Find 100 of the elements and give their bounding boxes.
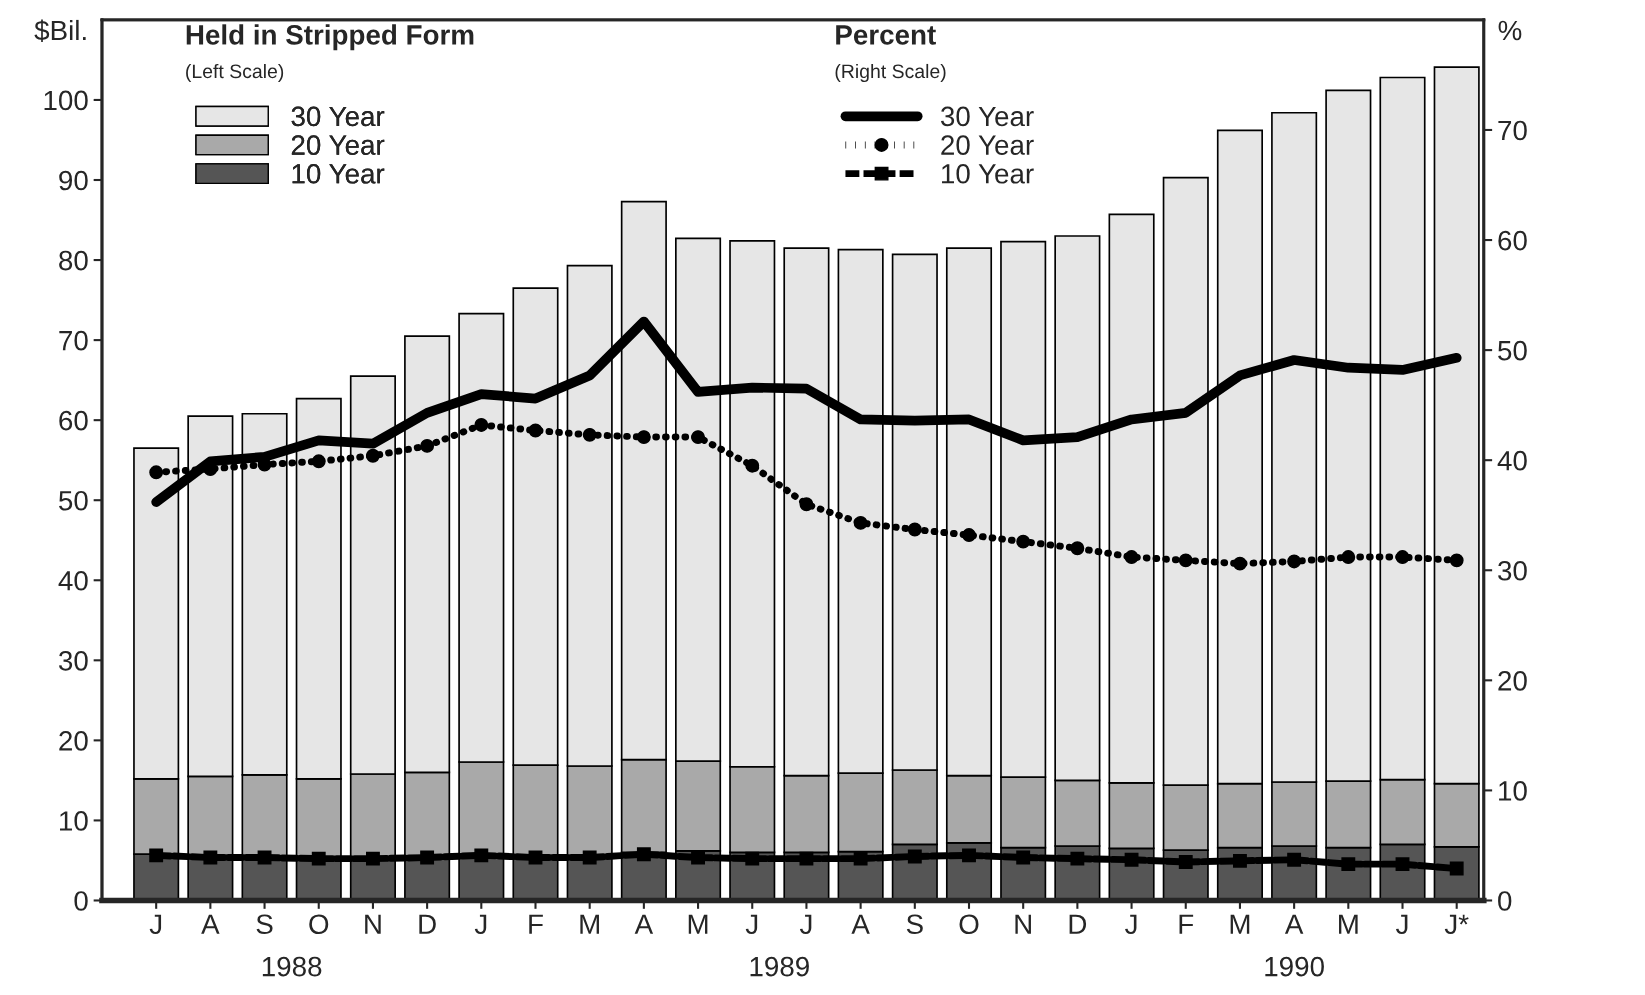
y2-tick-label: 10 (1499, 781, 1527, 801)
point (149, 465, 164, 480)
point (1070, 851, 1085, 866)
point (853, 515, 868, 530)
x-tick-label: M (1230, 914, 1250, 934)
point (907, 849, 922, 864)
x-tick-label: J (149, 914, 162, 935)
y-tick-label: 100 (44, 90, 88, 111)
text: 1990 (1265, 956, 1324, 977)
point (1287, 554, 1302, 569)
point (1016, 534, 1031, 549)
point (636, 847, 651, 862)
x-tick-label: A (851, 914, 870, 934)
point (636, 430, 651, 445)
annotation: (Left Scale) (186, 63, 284, 83)
point (1178, 855, 1193, 869)
point (745, 458, 760, 473)
point (474, 848, 489, 863)
point (365, 448, 380, 463)
legend-label: 30 Year (291, 106, 385, 127)
x-tick-label: O (309, 914, 329, 935)
annotation: Percent (836, 25, 936, 45)
y-tick-label: 20 (59, 731, 88, 751)
y-tick-label: 50 (59, 490, 88, 511)
annotation: (Right Scale) (835, 63, 946, 83)
y-tick-label: 90 (59, 170, 88, 191)
x-tick-label: A (201, 914, 220, 934)
point (474, 418, 489, 432)
point (1449, 553, 1464, 568)
x-tick-label: J (1396, 914, 1408, 935)
y-tick-label: 10 (60, 811, 88, 831)
point (420, 850, 435, 865)
x-tick-label: S (256, 914, 273, 935)
x-tick-label: N (1015, 914, 1031, 934)
legend-label: 30 Year (940, 106, 1034, 127)
point (311, 454, 326, 469)
legend-label: 10 Year (942, 163, 1034, 184)
point (1124, 550, 1139, 564)
point (853, 851, 868, 866)
text: 1988 (262, 956, 322, 977)
point (691, 430, 706, 445)
point (1232, 853, 1247, 868)
x-tick-label: F (1179, 914, 1194, 934)
x-tick-label: M (1339, 914, 1358, 934)
y2-axis-title: % (1498, 20, 1522, 41)
point (907, 522, 922, 537)
y2-tick-label: 70 (1498, 120, 1527, 141)
y-tick-label: 70 (59, 330, 88, 351)
point (962, 528, 976, 542)
y-tick-label: 40 (58, 570, 88, 591)
x-tick-label: J (1125, 914, 1137, 935)
y-axis-title: $Bil. (34, 19, 86, 42)
x-tick-label: J* (1444, 914, 1469, 935)
y2-tick-label: 0 (1498, 891, 1512, 911)
point (799, 497, 814, 512)
x-tick-label: O (959, 914, 979, 935)
x-tick-label: N (365, 914, 381, 934)
x-tick-label: A (1284, 914, 1304, 934)
x-tick-label: S (906, 914, 923, 935)
legend-label: 20 Year (291, 135, 385, 155)
text: 1989 (750, 956, 809, 977)
point (1341, 550, 1356, 564)
x-tick-label: J (745, 914, 758, 935)
y-tick-label: 80 (59, 250, 88, 271)
point (1232, 556, 1247, 571)
point (745, 851, 760, 866)
annotation: Held in Stripped Form (186, 24, 474, 51)
point (582, 427, 597, 442)
point (1070, 541, 1085, 556)
y-tick-label: 30 (58, 650, 88, 671)
x-tick-label: J (474, 914, 487, 935)
point (582, 850, 597, 865)
point (691, 850, 706, 865)
y-tick-label: 60 (59, 410, 88, 431)
x-tick-label: F (529, 914, 543, 934)
legend-label: 10 Year (292, 163, 385, 184)
x-tick-label: D (1069, 914, 1087, 934)
y2-tick-label: 60 (1498, 230, 1527, 251)
point (203, 850, 218, 865)
x-tick-label: J (799, 914, 812, 935)
point (1124, 852, 1139, 867)
point (149, 848, 164, 863)
y2-tick-label: 30 (1498, 560, 1527, 581)
point (1178, 553, 1193, 568)
point (1395, 550, 1410, 564)
point (528, 423, 543, 438)
x-tick-label: D (419, 914, 436, 934)
point (799, 851, 814, 866)
y2-tick-label: 50 (1498, 340, 1527, 361)
legend-label: 20 Year (941, 135, 1034, 155)
point (365, 851, 380, 866)
x-tick-label: A (634, 914, 654, 934)
x-tick-label: M (580, 914, 599, 934)
point (311, 851, 326, 866)
point (420, 438, 435, 453)
point (1016, 850, 1031, 865)
point (962, 848, 976, 863)
y2-tick-label: 40 (1497, 450, 1527, 471)
y-tick-label: 0 (74, 891, 88, 911)
y2-tick-label: 20 (1498, 671, 1527, 691)
